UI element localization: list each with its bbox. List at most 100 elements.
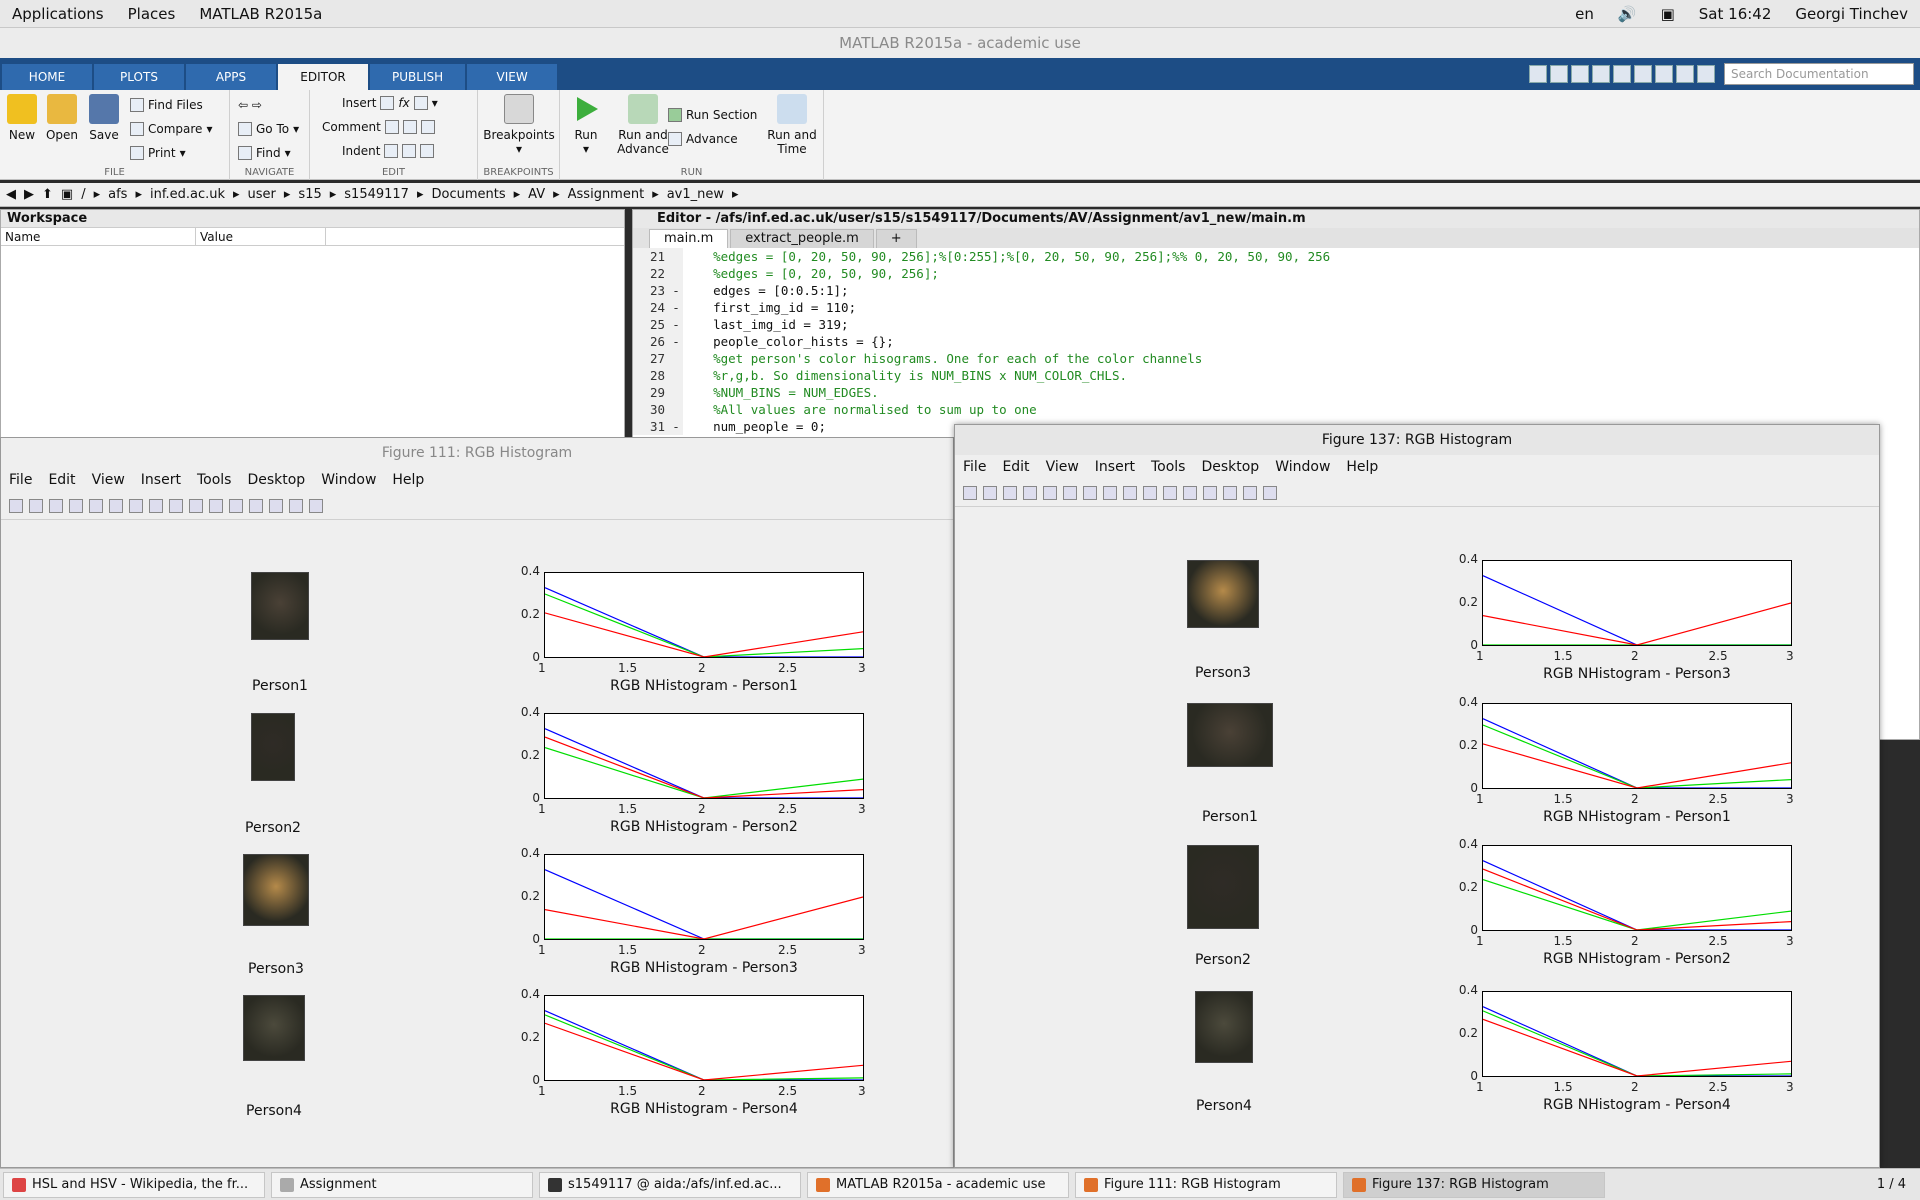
redo-icon[interactable] [1655,65,1673,83]
histogram-plot[interactable] [544,995,864,1081]
figure-menu-item[interactable]: Desktop [1201,459,1260,475]
taskbar-item-terminal[interactable]: s1549117 @ aida:/afs/inf.ed.ac... [539,1171,801,1198]
figure-menu-item[interactable]: Edit [1002,459,1030,475]
tab-plots[interactable]: PLOTS [94,64,184,90]
colorbar-icon[interactable] [249,498,263,513]
breakpoints-button[interactable]: Breakpoints ▾ [482,94,556,156]
figure-menu-item[interactable]: Desktop [247,472,306,488]
taskbar-item-matlab[interactable]: MATLAB R2015a - academic use [807,1171,1069,1198]
pan-icon[interactable] [1103,485,1117,500]
code-area[interactable]: 21 %edges = [0, 20, 50, 90, 256];%[0:255… [633,248,1919,435]
figure-menu-item[interactable]: View [1045,459,1079,475]
wrap-comments-icon[interactable] [420,120,435,134]
network-icon[interactable]: ▣ [1660,4,1675,23]
taskbar-item-browser[interactable]: HSL and HSV - Wikipedia, the fr... [3,1171,265,1198]
open-file-icon[interactable] [29,498,43,513]
pointer-icon[interactable] [89,498,103,513]
figure-menu-item[interactable]: Help [1346,459,1379,475]
breakpoint-marker[interactable]: - [669,316,683,333]
code-line[interactable]: 31- num_people = 0; [633,418,1919,435]
figure-menu-item[interactable]: Window [1275,459,1331,475]
code-line[interactable]: 30 %All values are normalised to sum up … [633,401,1919,418]
help-icon[interactable] [1697,65,1715,83]
goto-button[interactable]: Go To ▾ [238,122,299,136]
code-line[interactable]: 21 %edges = [0, 20, 50, 90, 256];%[0:255… [633,248,1919,265]
figure-menu-item[interactable]: Tools [1150,459,1186,475]
save-icon[interactable] [1550,65,1568,83]
workspace-value-column[interactable]: Value [196,228,326,245]
code-line[interactable]: 25- last_img_id = 319; [633,316,1919,333]
tab-home[interactable]: HOME [2,64,92,90]
search-documentation-input[interactable]: Search Documentation [1724,63,1914,85]
show-tools-icon[interactable] [309,498,323,513]
link-plot-icon[interactable] [1183,485,1197,500]
paste-icon[interactable] [1613,65,1631,83]
path-segment[interactable]: user [247,187,276,202]
show-tools-icon[interactable] [1263,485,1277,500]
switch-windows-icon[interactable] [1676,65,1694,83]
keyboard-layout[interactable]: en [1575,4,1594,23]
code-line[interactable]: 29 %NUM_BINS = NUM_EDGES. [633,384,1919,401]
taskbar-item-assignment[interactable]: Assignment [271,1171,533,1198]
new-figure-icon[interactable] [9,498,23,513]
histogram-plot[interactable] [1482,560,1792,646]
fx-icon[interactable]: fx [398,96,410,110]
clock[interactable]: Sat 16:42 [1698,4,1772,23]
copy-icon[interactable] [1592,65,1610,83]
breakpoint-marker[interactable]: - [669,299,683,316]
figure-menu-item[interactable]: File [963,459,987,475]
uncomment-icon[interactable] [402,120,417,134]
path-segment[interactable]: inf.ed.ac.uk [149,187,225,202]
user-menu[interactable]: Georgi Tinchev [1795,4,1908,23]
figure-menu-item[interactable]: Window [321,472,377,488]
code-line[interactable]: 28 %r,g,b. So dimensionality is NUM_BINS… [633,367,1919,384]
new-button[interactable]: New [0,94,44,142]
breakpoint-marker[interactable] [669,401,683,418]
zoom-in-icon[interactable] [109,498,123,513]
histogram-plot[interactable] [544,713,864,799]
breakpoint-marker[interactable]: - [669,333,683,350]
tab-main-m[interactable]: main.m [649,229,729,248]
figure-menu-item[interactable]: Help [392,472,425,488]
path-segment[interactable]: s15 [298,187,322,202]
hide-tools-icon[interactable] [289,498,303,513]
save-figure-icon[interactable] [1003,485,1017,500]
tab-extract-people-m[interactable]: extract_people.m [730,229,874,248]
active-app-label[interactable]: MATLAB R2015a [199,4,323,23]
breakpoint-marker[interactable] [669,367,683,384]
print-figure-icon[interactable] [69,498,83,513]
zoom-out-icon[interactable] [1083,485,1097,500]
figure-menu-item[interactable]: Insert [1094,459,1135,475]
increase-indent-icon[interactable] [402,144,417,158]
indent-button[interactable]: Indent [342,144,435,158]
open-file-icon[interactable] [983,485,997,500]
figure-menu-item[interactable]: File [9,472,33,488]
histogram-plot[interactable] [544,572,864,658]
run-button[interactable]: Run ▾ [564,94,608,156]
link-plot-icon[interactable] [229,498,243,513]
pan-icon[interactable] [149,498,163,513]
figure-menu-item[interactable]: View [91,472,125,488]
quick-access-icon[interactable] [1529,65,1547,83]
breakpoint-marker[interactable] [669,248,683,265]
tab-editor[interactable]: EDITOR [278,64,368,90]
print-figure-icon[interactable] [1023,485,1037,500]
places-menu[interactable]: Places [127,4,176,23]
code-line[interactable]: 23- edges = [0:0.5:1]; [633,282,1919,299]
code-line[interactable]: 26- people_color_hists = {}; [633,333,1919,350]
taskbar-item-figure-137[interactable]: Figure 137: RGB Histogram [1343,1171,1605,1198]
back-forward-buttons[interactable]: ⇦ ⇨ [238,98,262,112]
path-segment[interactable]: Assignment [567,187,645,202]
breakpoint-marker[interactable] [669,384,683,401]
comment-button[interactable]: Comment [322,120,435,134]
undo-icon[interactable] [1634,65,1652,83]
breakpoint-marker[interactable] [669,265,683,282]
save-figure-icon[interactable] [49,498,63,513]
up-folder-icon[interactable]: ⬆ [42,187,53,202]
advance-button[interactable]: Advance [668,132,738,146]
legend-icon[interactable] [269,498,283,513]
insert-function-icon[interactable] [413,96,428,110]
zoom-in-icon[interactable] [1063,485,1077,500]
path-segment[interactable]: afs [108,187,128,202]
histogram-plot[interactable] [1482,703,1792,789]
